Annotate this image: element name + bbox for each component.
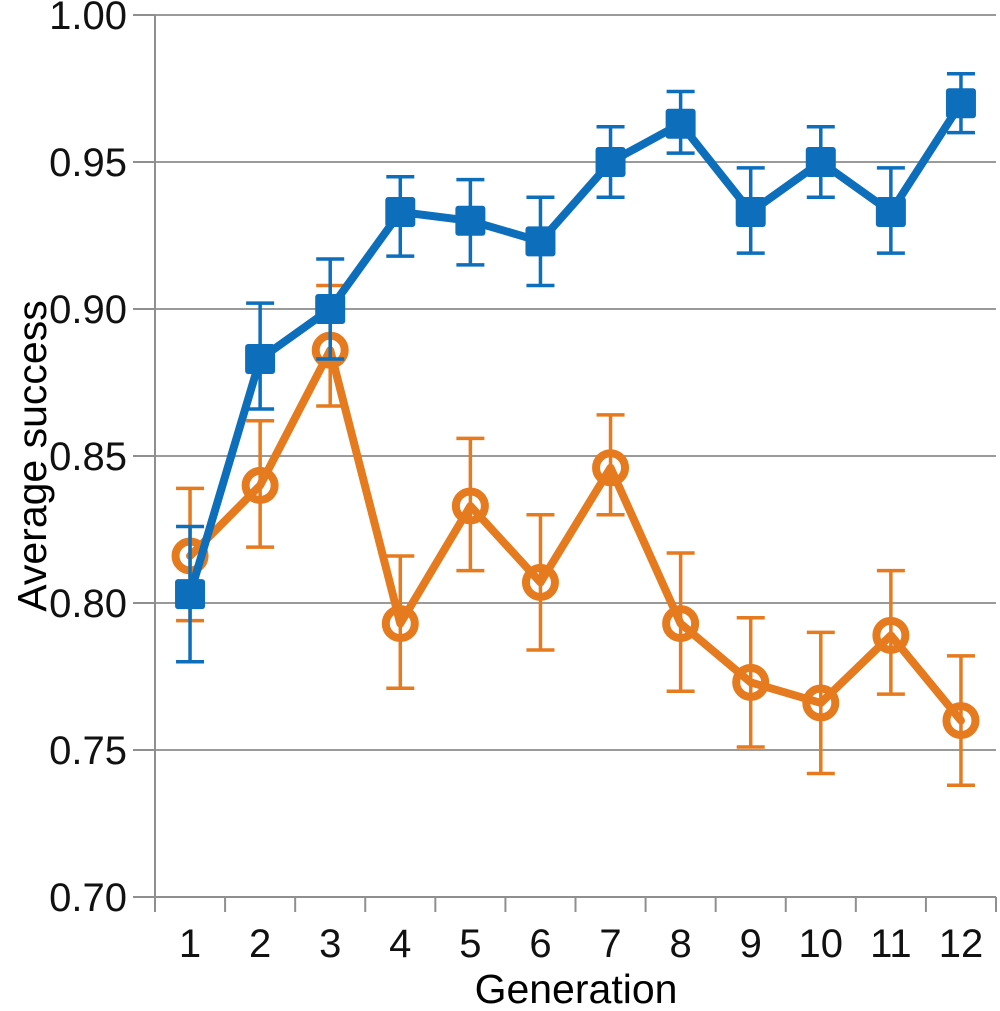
data-series bbox=[171, 72, 980, 788]
gridlines bbox=[155, 14, 996, 751]
x-tick-label: 9 bbox=[740, 922, 762, 966]
data-point-circle bbox=[521, 563, 559, 601]
data-point-square bbox=[805, 147, 836, 177]
x-tick-label: 11 bbox=[870, 922, 912, 966]
orange-open-circles-error-bars bbox=[176, 283, 975, 788]
blue-filled-squares-markers bbox=[175, 88, 976, 610]
x-tick-label: 3 bbox=[319, 922, 341, 966]
x-tick-label: 6 bbox=[529, 922, 551, 966]
data-point-circle bbox=[942, 702, 980, 740]
y-tick-label: 1.00 bbox=[49, 0, 127, 38]
y-tick-label: 0.75 bbox=[49, 729, 127, 773]
data-point-square bbox=[875, 196, 906, 227]
y-tick-label: 0.95 bbox=[49, 141, 127, 185]
y-tick-label: 0.70 bbox=[49, 876, 127, 920]
x-tick-label: 12 bbox=[939, 922, 984, 966]
series-blue-filled-squares bbox=[175, 72, 976, 664]
data-point-square bbox=[595, 147, 626, 177]
x-tick-label: 10 bbox=[799, 922, 844, 966]
data-point-square bbox=[735, 196, 766, 227]
data-point-square bbox=[175, 579, 206, 610]
data-point-circle bbox=[241, 466, 279, 504]
orange-open-circles-markers bbox=[171, 331, 980, 740]
data-point-square bbox=[665, 108, 696, 139]
y-tick-label: 0.90 bbox=[49, 288, 127, 332]
axes bbox=[133, 14, 997, 912]
x-tick-label: 7 bbox=[599, 922, 621, 966]
x-axis-title: Generation bbox=[475, 966, 678, 1011]
y-tick-label: 0.80 bbox=[49, 582, 127, 626]
data-point-square bbox=[385, 196, 416, 227]
data-point-square bbox=[525, 226, 556, 257]
x-tick-label: 8 bbox=[670, 922, 692, 966]
tick-labels: 0.700.750.800.850.900.951.001 2 3 4 5 6 7 8 9 10 1… bbox=[49, 0, 983, 966]
data-point-circle bbox=[872, 616, 910, 654]
data-point-circle bbox=[802, 684, 840, 722]
data-point-square bbox=[315, 294, 346, 324]
y-axis-title: Average success bbox=[9, 300, 55, 611]
data-point-circle bbox=[381, 605, 419, 643]
series-orange-open-circles bbox=[171, 283, 980, 788]
data-point-circle bbox=[662, 605, 700, 643]
x-tick-label: 4 bbox=[389, 922, 411, 966]
data-point-circle bbox=[732, 663, 770, 701]
orange-open-circles-line bbox=[186, 346, 965, 725]
data-point-square bbox=[455, 205, 486, 236]
data-point-square bbox=[245, 343, 276, 374]
x-tick-label: 2 bbox=[249, 922, 271, 966]
data-point-circle bbox=[451, 487, 489, 525]
y-tick-label: 0.85 bbox=[49, 435, 127, 479]
x-tick-label: 1 bbox=[179, 922, 201, 966]
data-point-square bbox=[945, 88, 976, 119]
x-tick-label: 5 bbox=[459, 922, 481, 966]
data-point-circle bbox=[592, 449, 630, 487]
